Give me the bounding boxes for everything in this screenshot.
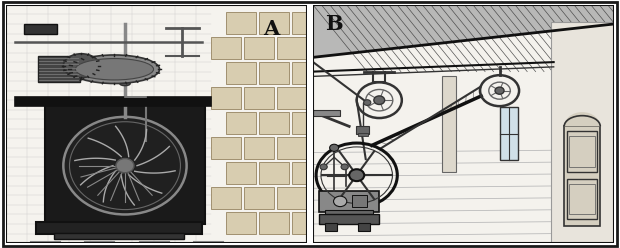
Bar	[319, 215, 379, 224]
Bar	[358, 223, 370, 231]
Bar	[292, 212, 322, 234]
Ellipse shape	[120, 81, 130, 86]
Text: A: A	[263, 19, 279, 39]
Circle shape	[334, 196, 347, 207]
Bar	[313, 110, 340, 116]
Bar	[38, 56, 80, 82]
Bar	[259, 12, 289, 33]
Bar	[226, 212, 256, 234]
Bar	[226, 112, 256, 133]
Circle shape	[363, 100, 371, 105]
Bar	[211, 87, 241, 109]
Bar	[259, 212, 289, 234]
Ellipse shape	[76, 59, 154, 80]
Bar	[55, 233, 184, 239]
Bar	[319, 191, 379, 212]
Bar	[259, 62, 289, 84]
Bar	[564, 126, 600, 226]
Bar	[244, 187, 274, 209]
Bar	[277, 87, 307, 109]
Bar	[292, 62, 322, 84]
Bar	[356, 126, 370, 133]
Ellipse shape	[69, 55, 159, 84]
Bar	[443, 76, 456, 172]
Bar	[551, 22, 614, 243]
Wedge shape	[564, 112, 600, 126]
Bar	[24, 24, 57, 33]
Circle shape	[330, 144, 339, 151]
Circle shape	[349, 169, 364, 181]
Bar	[211, 137, 241, 158]
Bar	[358, 133, 368, 136]
Bar	[292, 162, 322, 184]
Ellipse shape	[120, 98, 130, 102]
Bar	[569, 184, 595, 215]
Bar	[567, 131, 597, 172]
Bar	[244, 87, 274, 109]
Bar	[211, 187, 241, 209]
Bar	[45, 105, 205, 224]
Bar	[259, 162, 289, 184]
Bar	[16, 97, 211, 106]
Bar	[36, 222, 202, 234]
Bar	[277, 37, 307, 59]
Bar	[325, 223, 337, 231]
Bar	[567, 179, 597, 219]
Bar	[352, 195, 367, 207]
Bar	[211, 37, 241, 59]
Bar	[226, 62, 256, 84]
Ellipse shape	[63, 54, 99, 78]
Bar	[500, 107, 518, 160]
Circle shape	[116, 158, 134, 173]
Bar	[277, 187, 307, 209]
Bar	[292, 12, 322, 33]
Bar	[569, 136, 595, 167]
Bar	[325, 210, 373, 217]
Bar	[277, 137, 307, 158]
Bar	[226, 12, 256, 33]
Bar	[259, 112, 289, 133]
Circle shape	[495, 87, 504, 94]
Bar	[244, 37, 274, 59]
Text: B: B	[326, 14, 343, 34]
Circle shape	[63, 117, 187, 215]
Circle shape	[341, 164, 348, 170]
Bar	[292, 112, 322, 133]
Circle shape	[320, 164, 327, 170]
Bar	[226, 162, 256, 184]
Polygon shape	[313, 5, 614, 57]
Bar	[244, 137, 274, 158]
Circle shape	[374, 96, 384, 104]
